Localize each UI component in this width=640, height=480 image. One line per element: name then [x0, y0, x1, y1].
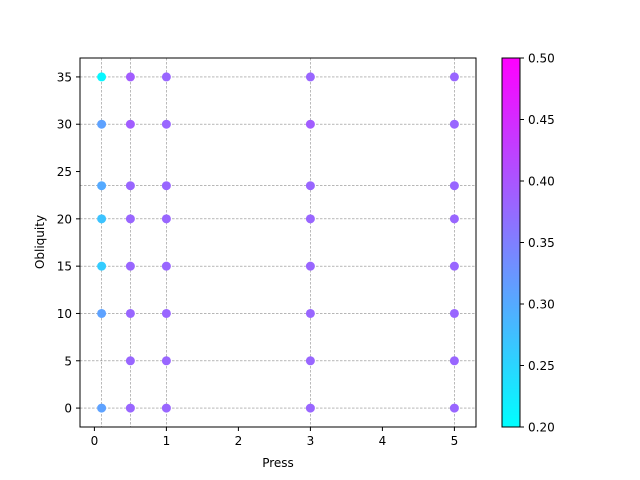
x-tick-label: 2 [235, 434, 243, 448]
colorbar-tick-label: 0.50 [528, 52, 555, 66]
scatter-point [449, 261, 459, 271]
scatter-point [125, 356, 135, 366]
scatter-point [449, 308, 459, 318]
colorbar-tick-label: 0.30 [528, 298, 555, 312]
y-axis-label: Obliquity [33, 215, 47, 269]
x-tick-label: 3 [307, 434, 315, 448]
scatter-point [97, 119, 107, 129]
scatter-point [449, 181, 459, 191]
scatter-points [97, 72, 459, 413]
y-tick-label: 30 [57, 118, 72, 132]
colorbar-tick-label: 0.45 [528, 113, 555, 127]
scatter-point [305, 403, 315, 413]
scatter-point [305, 261, 315, 271]
grid-lines [80, 58, 476, 427]
y-tick-label: 20 [57, 212, 72, 226]
colorbar-tick-label: 0.40 [528, 175, 555, 189]
scatter-point [125, 261, 135, 271]
y-tick-label: 35 [57, 70, 72, 84]
scatter-point [449, 403, 459, 413]
plot-frame [79, 57, 477, 428]
scatter-point [125, 181, 135, 191]
scatter-point [449, 214, 459, 224]
scatter-point [305, 181, 315, 191]
colorbar-tick-label: 0.20 [528, 421, 555, 435]
scatter-point [97, 214, 107, 224]
scatter-point [161, 119, 171, 129]
scatter-point [161, 356, 171, 366]
scatter-point [97, 261, 107, 271]
scatter-point [125, 72, 135, 82]
y-tick-label: 25 [57, 165, 72, 179]
scatter-point [97, 403, 107, 413]
colorbar [501, 57, 521, 428]
x-tick-label: 1 [163, 434, 171, 448]
scatter-point [161, 214, 171, 224]
y-tick-label: 5 [64, 354, 72, 368]
scatter-point [449, 119, 459, 129]
scatter-point [161, 72, 171, 82]
scatter-point [97, 181, 107, 191]
scatter-point [97, 308, 107, 318]
scatter-point [161, 403, 171, 413]
x-axis-ticks: 0 1 2 3 4 5 [91, 427, 459, 448]
scatter-point [305, 308, 315, 318]
y-tick-label: 10 [57, 307, 72, 321]
x-tick-label: 0 [91, 434, 99, 448]
y-tick-label: 0 [64, 402, 72, 416]
scatter-point [305, 119, 315, 129]
x-axis-label: Press [262, 456, 294, 470]
scatter-point [161, 181, 171, 191]
colorbar-tick-label: 0.25 [528, 359, 555, 373]
scatter-point [97, 72, 107, 82]
x-tick-label: 4 [379, 434, 387, 448]
scatter-point [305, 356, 315, 366]
scatter-point [161, 308, 171, 318]
scatter-point [125, 308, 135, 318]
scatter-point [125, 214, 135, 224]
scatter-point [449, 356, 459, 366]
scatter-point [305, 72, 315, 82]
scatter-point [125, 403, 135, 413]
scatter-point [125, 119, 135, 129]
x-tick-label: 5 [451, 434, 459, 448]
scatter-point [305, 214, 315, 224]
y-axis-ticks: 0 5 10 15 20 25 30 35 [57, 70, 80, 416]
scatter-point [161, 261, 171, 271]
scatter-point [449, 72, 459, 82]
y-tick-label: 15 [57, 260, 72, 274]
colorbar-tick-label: 0.35 [528, 236, 555, 250]
colorbar-ticks: 0.20 0.25 0.30 0.35 0.40 0.45 0.50 [520, 52, 555, 435]
